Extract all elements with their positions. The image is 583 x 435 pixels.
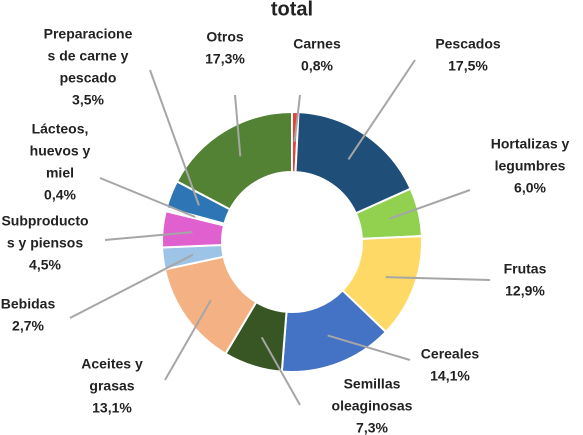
category-label: pescado — [60, 70, 117, 86]
category-label: Semillas — [344, 376, 401, 392]
value-label: 2,7% — [12, 318, 44, 334]
category-label: Bebidas — [1, 296, 56, 312]
value-label: 12,9% — [505, 283, 545, 299]
category-label: oleaginosas — [332, 398, 413, 414]
value-label: 3,5% — [72, 92, 104, 108]
category-label: Aceites y — [81, 356, 143, 372]
leader-line — [347, 59, 416, 160]
value-label: 7,3% — [356, 420, 388, 435]
category-label: s y piensos — [7, 235, 83, 251]
leader-line — [164, 299, 212, 381]
value-label: 4,5% — [29, 257, 61, 273]
leader-line — [99, 177, 196, 218]
chart-title: total — [271, 0, 313, 20]
donut-slice — [175, 110, 293, 211]
category-label: legumbres — [495, 158, 566, 174]
category-label: Pescados — [435, 36, 501, 52]
category-label: Subproducto — [1, 213, 88, 229]
leader-line — [260, 336, 301, 406]
category-label: Hortalizas y — [491, 136, 570, 152]
leader-line — [149, 69, 200, 206]
value-label: 6,0% — [514, 180, 546, 196]
category-label: huevos y — [30, 143, 91, 159]
category-label: Lácteos, — [32, 121, 89, 137]
leader-line — [327, 334, 411, 361]
leader-line — [388, 189, 471, 220]
leader-line — [104, 231, 193, 241]
value-label: 0,8% — [301, 58, 333, 74]
value-label: 17,5% — [448, 58, 488, 74]
value-label: 13,1% — [92, 400, 132, 416]
category-label: s de carne y — [48, 48, 129, 64]
category-label: Preparacione — [44, 26, 133, 42]
category-label: grasas — [89, 378, 134, 394]
value-label: 14,1% — [430, 368, 470, 384]
category-label: Frutas — [504, 261, 547, 277]
category-label: miel — [46, 165, 74, 181]
leader-line — [385, 276, 491, 281]
leader-line — [69, 253, 194, 319]
leader-line — [234, 94, 242, 157]
category-label: Carnes — [293, 36, 341, 52]
category-label: Otros — [206, 29, 244, 45]
leader-line — [293, 94, 301, 143]
category-label: Cereales — [421, 346, 480, 362]
value-label: 0,4% — [44, 187, 76, 203]
value-label: 17,3% — [205, 51, 245, 67]
